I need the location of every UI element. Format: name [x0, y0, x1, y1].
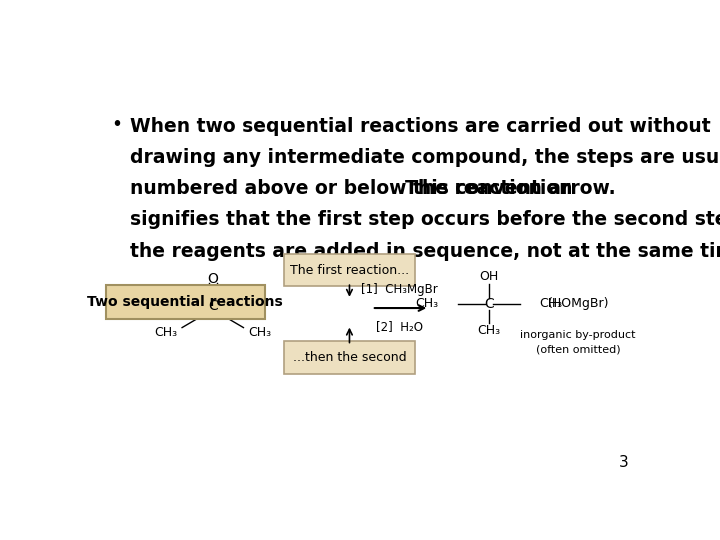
Text: Two sequential reactions: Two sequential reactions — [87, 295, 283, 309]
Text: [2]  H₂O: [2] H₂O — [376, 321, 423, 334]
Text: (often omitted): (often omitted) — [536, 345, 621, 355]
Text: •: • — [111, 114, 122, 134]
Text: inorganic by-product: inorganic by-product — [521, 330, 636, 340]
FancyBboxPatch shape — [284, 341, 415, 374]
Text: CH₃: CH₃ — [248, 327, 271, 340]
Text: CH₃: CH₃ — [477, 325, 500, 338]
Text: This convention: This convention — [405, 179, 572, 198]
Text: the reagents are added in sequence, not at the same time.: the reagents are added in sequence, not … — [130, 241, 720, 260]
Text: drawing any intermediate compound, the steps are usually: drawing any intermediate compound, the s… — [130, 148, 720, 167]
Text: CH₃: CH₃ — [415, 298, 438, 310]
Text: C: C — [208, 299, 217, 313]
FancyBboxPatch shape — [284, 254, 415, 286]
Text: CH₃: CH₃ — [154, 327, 177, 340]
Text: The first reaction...: The first reaction... — [290, 264, 409, 276]
Text: O: O — [207, 272, 218, 286]
Text: [1]  CH₃MgBr: [1] CH₃MgBr — [361, 282, 438, 295]
Text: ...then the second: ...then the second — [293, 351, 407, 364]
Text: (HOMgBr): (HOMgBr) — [547, 298, 609, 310]
Text: When two sequential reactions are carried out without: When two sequential reactions are carrie… — [130, 117, 711, 136]
Text: 3: 3 — [618, 455, 629, 470]
Text: signifies that the first step occurs before the second step, and: signifies that the first step occurs bef… — [130, 210, 720, 230]
Text: CH₃: CH₃ — [539, 298, 562, 310]
FancyBboxPatch shape — [106, 285, 265, 319]
Text: numbered above or below the reaction arrow.: numbered above or below the reaction arr… — [130, 179, 622, 198]
Text: C: C — [484, 297, 494, 311]
Text: OH: OH — [480, 271, 498, 284]
